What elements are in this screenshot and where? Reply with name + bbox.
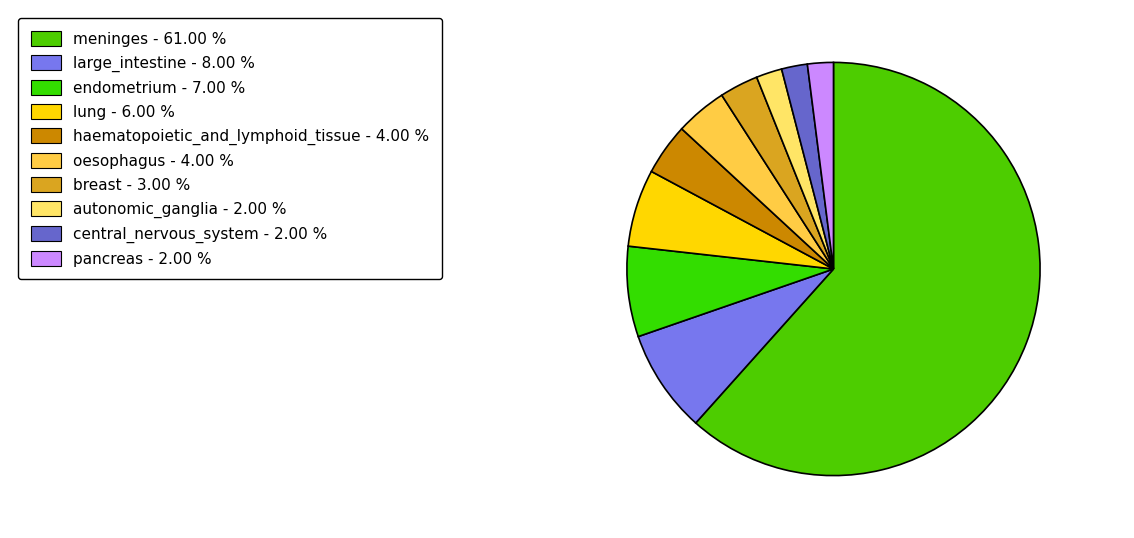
- Legend: meninges - 61.00 %, large_intestine - 8.00 %, endometrium - 7.00 %, lung - 6.00 : meninges - 61.00 %, large_intestine - 8.…: [18, 18, 441, 279]
- Wedge shape: [638, 269, 833, 423]
- Wedge shape: [781, 64, 833, 269]
- Wedge shape: [696, 62, 1040, 476]
- Wedge shape: [756, 69, 833, 269]
- Wedge shape: [682, 95, 833, 269]
- Wedge shape: [651, 129, 833, 269]
- Wedge shape: [628, 172, 833, 269]
- Wedge shape: [722, 77, 833, 269]
- Wedge shape: [807, 62, 833, 269]
- Wedge shape: [627, 246, 833, 337]
